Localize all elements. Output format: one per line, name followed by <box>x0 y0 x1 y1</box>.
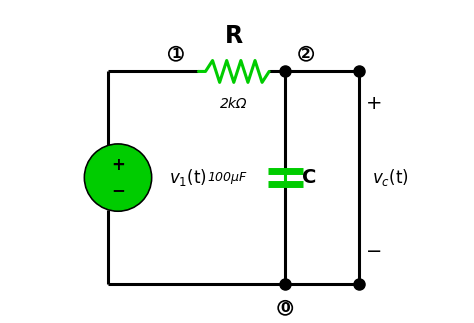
Text: +: + <box>365 94 382 113</box>
Text: 1: 1 <box>171 47 181 61</box>
Text: $v_c$(t): $v_c$(t) <box>372 167 409 188</box>
Circle shape <box>86 145 150 210</box>
Text: $v_1$(t): $v_1$(t) <box>170 167 207 188</box>
Text: C: C <box>302 168 317 187</box>
Circle shape <box>278 301 292 315</box>
Text: −: − <box>111 181 125 199</box>
Text: R: R <box>225 24 243 48</box>
Text: +: + <box>111 156 125 174</box>
Text: −: − <box>365 242 382 261</box>
Circle shape <box>169 47 183 61</box>
Circle shape <box>84 144 152 211</box>
Text: 2kΩ: 2kΩ <box>220 97 247 110</box>
Text: 0: 0 <box>281 301 290 315</box>
Circle shape <box>299 47 313 61</box>
Text: 100μF: 100μF <box>208 171 246 184</box>
Text: 2: 2 <box>301 47 311 61</box>
